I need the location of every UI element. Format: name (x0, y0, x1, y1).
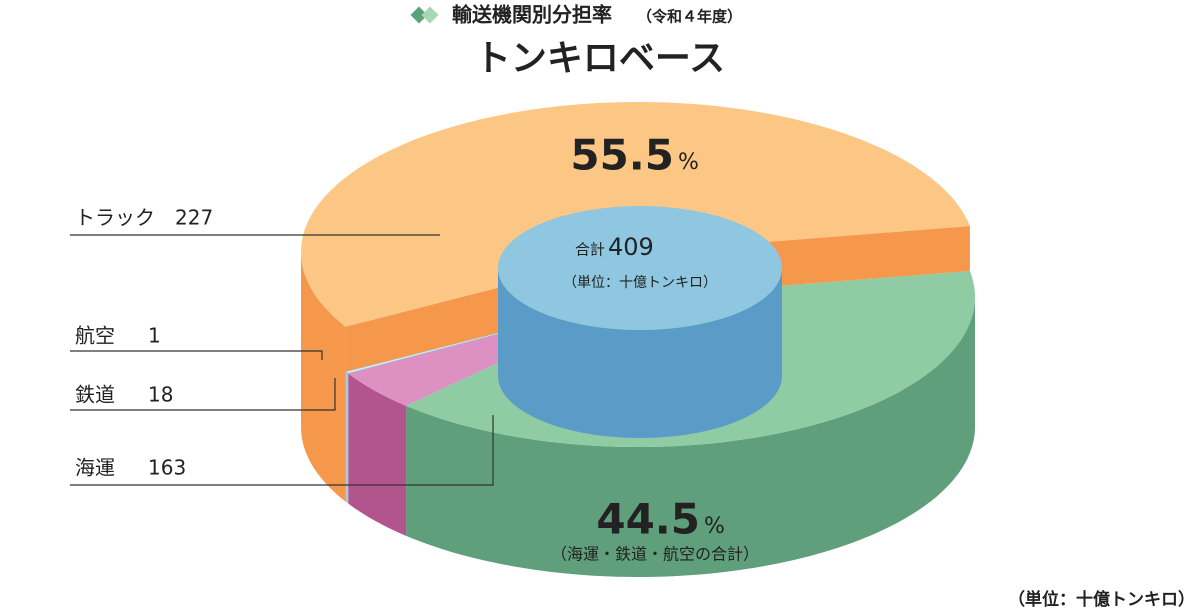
cylinder-side (498, 268, 782, 438)
title-note: （令和４年度） (637, 8, 742, 26)
subtitle: トンキロベース (475, 38, 725, 79)
unit-note: （単位：十億トンキロ） (1008, 589, 1195, 610)
center-cylinder (498, 206, 782, 438)
category-label: 鉄道 (75, 383, 115, 407)
share-value: 55.5 (570, 131, 674, 180)
center-unit: （単位：十億トンキロ） (563, 275, 717, 291)
total-label: 合計 (575, 241, 605, 259)
slice-side (406, 297, 976, 577)
slice-side (345, 371, 349, 504)
slice-side (301, 252, 346, 502)
value-label: 1 (148, 324, 161, 348)
leader-lines (70, 234, 494, 486)
share-unit: % (704, 514, 725, 539)
cylinder-top (498, 206, 782, 330)
title: 輸送機関別分担率 (452, 3, 612, 27)
share-value: 44.5 (596, 495, 700, 544)
slice-side (348, 373, 407, 536)
value-label: 227 (175, 206, 213, 230)
share-note: （海運・鉄道・航空の合計） (551, 545, 759, 564)
category-label: トラック (75, 206, 155, 230)
category-label: 航空 (75, 324, 115, 348)
share-unit: % (678, 150, 699, 175)
total-value: 409 (608, 233, 654, 261)
title-icon (410, 6, 439, 24)
value-label: 163 (148, 456, 186, 480)
value-label: 18 (148, 383, 173, 407)
category-label: 海運 (75, 456, 115, 480)
